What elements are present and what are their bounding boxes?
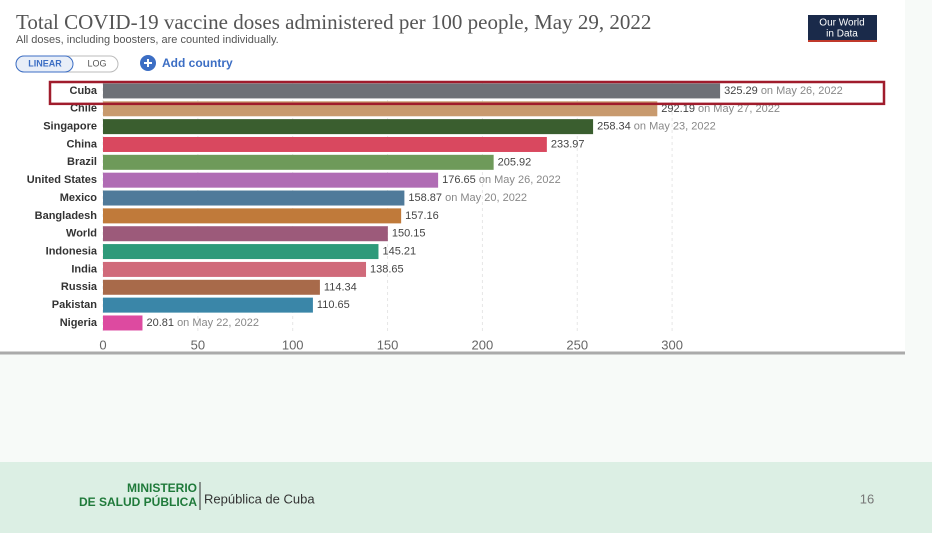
x-tick-label: 0 <box>99 337 106 352</box>
bar <box>103 297 313 313</box>
value-number: 110.65 <box>317 299 350 311</box>
plot: 0 50 100 150 200 250 300 Cuba 325.29 on May 26, … <box>27 80 886 352</box>
ministry: DE SALUD PÚBLICA <box>79 494 197 509</box>
category-label: Bangladesh <box>35 210 98 222</box>
category-label: United States <box>27 174 97 186</box>
linear-button[interactable]: LINEAR <box>28 58 62 68</box>
logo-text: Our World <box>819 18 864 29</box>
x-tick-label: 250 <box>566 337 588 352</box>
bar <box>103 279 320 295</box>
bar <box>103 261 367 277</box>
category-label: Pakistan <box>52 299 98 311</box>
logo-text: in Data <box>826 29 858 40</box>
category-label: Russia <box>61 281 98 293</box>
bar <box>103 83 721 99</box>
bar <box>103 244 379 260</box>
value-number: 114.34 <box>324 281 357 293</box>
highlight-box <box>48 80 886 106</box>
category-label: Singapore <box>43 121 97 133</box>
value-number: 205.92 <box>498 156 532 168</box>
value-number: 138.65 <box>370 263 404 275</box>
value-label: 205.92 <box>498 156 532 168</box>
value-label: 110.65 <box>317 299 350 311</box>
category-label: Mexico <box>60 192 98 204</box>
x-tick-label: 50 <box>191 337 205 352</box>
value-number: 325.29 <box>724 85 758 97</box>
bar <box>103 208 402 224</box>
value-label: 292.19 on May 27, 2022 <box>661 103 780 115</box>
value-note: on May 26, 2022 <box>761 85 843 97</box>
category-label: Nigeria <box>60 317 98 329</box>
value-label: 157.16 <box>405 210 439 222</box>
value-label: 258.34 on May 23, 2022 <box>597 121 716 133</box>
ministry: MINISTERIO <box>127 481 197 495</box>
bar <box>103 154 494 170</box>
value-number: 150.15 <box>392 228 426 240</box>
value-label: 158.87 on May 20, 2022 <box>408 192 527 204</box>
country: República de Cuba <box>204 491 315 506</box>
logo <box>808 15 877 42</box>
value-label: 114.34 <box>324 281 357 293</box>
value-note: on May 20, 2022 <box>445 192 527 204</box>
category-label: India <box>71 263 98 275</box>
x-tick-label: 300 <box>661 337 683 352</box>
add-country[interactable]: Add country <box>162 56 233 70</box>
bar <box>103 226 388 242</box>
footer-band <box>0 462 932 533</box>
bar <box>103 315 143 331</box>
log-button[interactable]: LOG <box>87 58 106 68</box>
value-number: 176.65 <box>442 174 476 186</box>
category-label: Cuba <box>70 85 98 97</box>
value-number: 233.97 <box>551 138 585 150</box>
value-label: 176.65 on May 26, 2022 <box>442 174 561 186</box>
value-number: 158.87 <box>408 192 442 204</box>
value-number: 258.34 <box>597 121 631 133</box>
value-number: 157.16 <box>405 210 439 222</box>
value-note: on May 27, 2022 <box>698 103 780 115</box>
value-note: on May 22, 2022 <box>177 317 259 329</box>
category-label: Brazil <box>67 156 97 168</box>
value-label: 20.81 on May 22, 2022 <box>146 317 259 329</box>
logo-underline <box>808 40 877 42</box>
add-icon-plus <box>144 59 152 67</box>
value-label: 325.29 on May 26, 2022 <box>724 85 843 97</box>
linear-button-bg[interactable] <box>15 55 74 73</box>
value-number: 145.21 <box>382 245 416 257</box>
value-label: 145.21 <box>382 245 416 257</box>
bar <box>103 190 405 206</box>
value-note: on May 26, 2022 <box>479 174 561 186</box>
value-number: 292.19 <box>661 103 695 115</box>
value-note: on May 23, 2022 <box>634 121 716 133</box>
x-tick-label: 150 <box>377 337 399 352</box>
chart-title: Total COVID-19 vaccine doses administere… <box>16 10 651 34</box>
bar <box>103 172 439 188</box>
value-label: 138.65 <box>370 263 404 275</box>
category-label: World <box>66 228 97 240</box>
value-label: 150.15 <box>392 228 426 240</box>
category-label: Chile <box>70 103 97 115</box>
category-label: Indonesia <box>46 245 98 257</box>
chart-subtitle: All doses, including boosters, are count… <box>16 34 279 46</box>
bar <box>103 119 594 135</box>
page-number: 16 <box>860 491 874 506</box>
value-label: 233.97 <box>551 138 585 150</box>
x-tick-label: 100 <box>282 337 304 352</box>
value-number: 20.81 <box>146 317 174 329</box>
bar <box>103 136 547 152</box>
x-tick-label: 200 <box>472 337 494 352</box>
category-label: China <box>66 138 97 150</box>
